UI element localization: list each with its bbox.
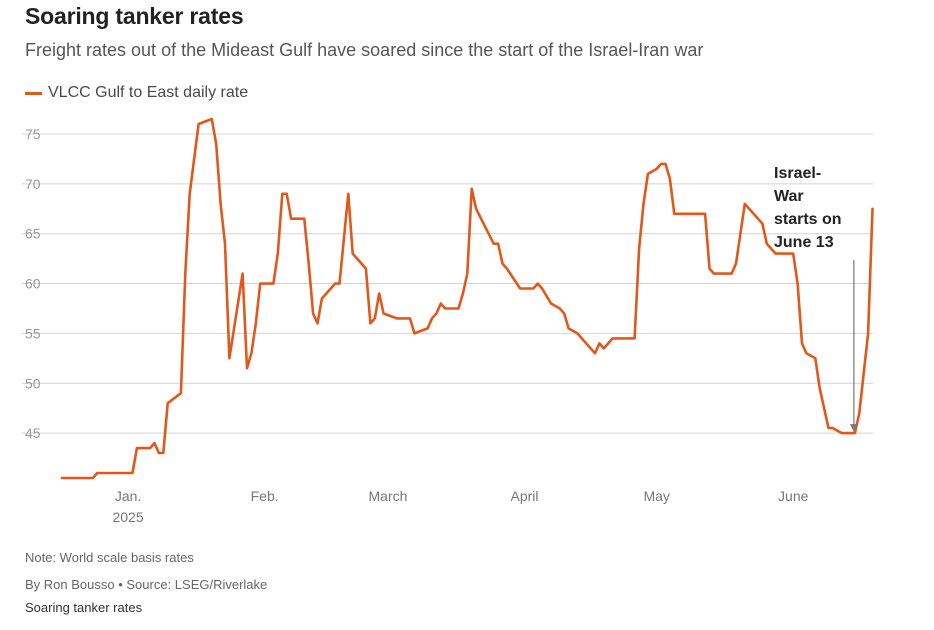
footer-note: Note: World scale basis rates xyxy=(25,550,194,565)
annotation: Israel- War starts on June 13 xyxy=(774,165,858,433)
x-axis: Jan. 2025 Feb. March April May June xyxy=(112,488,808,525)
y-tick-label: 45 xyxy=(25,425,41,441)
legend: VLCC Gulf to East daily rate xyxy=(25,84,248,102)
y-tick-label: 75 xyxy=(25,126,41,142)
chart-subtitle: Freight rates out of the Mideast Gulf ha… xyxy=(25,40,704,60)
line-chart: 45 50 55 60 65 70 75 Jan. 2025 Feb. March April May… xyxy=(22,117,874,525)
x-tick-label: March xyxy=(369,488,408,504)
legend-label: VLCC Gulf to East daily rate xyxy=(48,84,249,101)
annotation-text: June 13 xyxy=(774,234,834,251)
series-line xyxy=(60,117,874,480)
y-tick-label: 50 xyxy=(25,375,41,391)
gridlines xyxy=(22,133,873,434)
annotation-text: starts on xyxy=(774,211,842,228)
x-tick-label: June xyxy=(778,488,809,504)
x-tick-label: May xyxy=(643,488,669,504)
footer-byline: By Ron Bousso • Source: LSEG/Riverlake xyxy=(25,577,268,592)
y-tick-label: 70 xyxy=(25,176,41,192)
footer-chart-name: Soaring tanker rates xyxy=(25,600,143,615)
y-tick-label: 65 xyxy=(25,226,41,242)
y-tick-label: 60 xyxy=(25,276,41,292)
x-tick-label: Jan. xyxy=(115,488,141,504)
x-tick-label: April xyxy=(511,488,539,504)
chart-title: Soaring tanker rates xyxy=(25,3,244,29)
y-tick-label: 55 xyxy=(25,325,41,341)
legend-swatch xyxy=(25,91,42,95)
y-axis: 45 50 55 60 65 70 75 xyxy=(25,126,41,441)
annotation-arrowhead xyxy=(849,424,858,433)
series-layer xyxy=(60,117,874,480)
x-tick-sublabel: 2025 xyxy=(112,509,143,525)
annotation-text: Israel- xyxy=(774,165,821,182)
annotation-text: War xyxy=(774,188,804,205)
x-tick-label: Feb. xyxy=(251,488,279,504)
